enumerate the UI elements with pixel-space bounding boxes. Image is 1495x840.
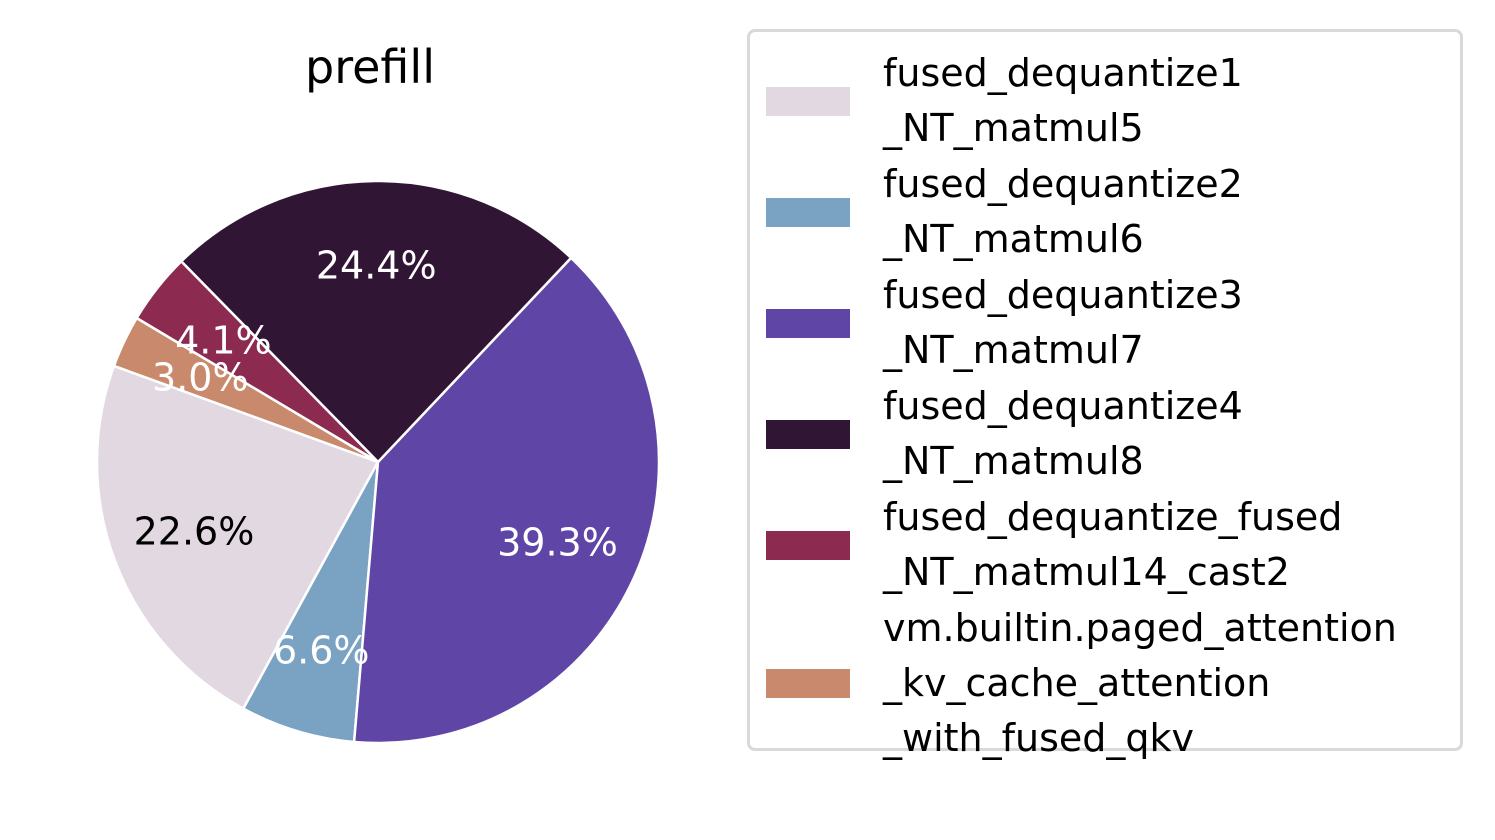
legend-swatch: [766, 669, 850, 698]
legend-entry-5: vm.builtin.paged_attention _kv_cache_att…: [750, 601, 1460, 766]
legend-swatch: [766, 308, 850, 338]
slice-percent-label-3: 24.4%: [316, 243, 437, 287]
pie-slices: [95, 179, 661, 745]
legend-label: fused_dequantize4 _NT_matmul8: [883, 384, 1243, 483]
legend-label: fused_dequantize1 _NT_matmul5: [883, 51, 1243, 150]
legend-label: fused_dequantize3 _NT_matmul7: [883, 273, 1243, 372]
legend: fused_dequantize1 _NT_matmul5 fused_dequa…: [747, 29, 1463, 760]
pie-slice-1: [242, 460, 380, 744]
legend-entry-4: fused_dequantize_fused _NT_matmul14_cast…: [750, 490, 1460, 600]
slice-percent-label-4: 4.1%: [175, 318, 272, 362]
legend-label: vm.builtin.paged_attention _kv_cache_att…: [883, 606, 1397, 760]
pie-slice-0: [95, 364, 380, 710]
legend-label: fused_dequantize2 _NT_matmul6: [883, 162, 1243, 261]
pie-labels: 22.6% 6.6% 39.3% 24.4% 4.1%3.0%: [134, 243, 618, 672]
legend-swatch: [766, 530, 850, 560]
legend-label: fused_dequantize_fused _NT_matmul14_cast…: [883, 495, 1343, 594]
slice-percent-label-1: 6.6%: [273, 628, 370, 672]
pie-slice-2: [352, 256, 661, 745]
legend-swatch: [766, 197, 850, 227]
slice-percent-label-5: 3.0%: [152, 356, 249, 400]
legend-entry-1: fused_dequantize2 _NT_matmul6: [750, 157, 1460, 267]
legend-entry-3: fused_dequantize4 _NT_matmul8: [750, 379, 1460, 489]
legend-swatch: [766, 419, 850, 449]
chart-title: prefill: [305, 40, 435, 94]
legend-swatch: [766, 86, 850, 116]
slice-percent-label-0: 22.6%: [134, 509, 255, 553]
legend-entry-2: fused_dequantize3 _NT_matmul7: [750, 268, 1460, 378]
pie-slice-5: [112, 316, 380, 464]
slice-percent-label-2: 39.3%: [497, 520, 618, 564]
legend-entry-0: fused_dequantize1 _NT_matmul5: [750, 46, 1460, 156]
pie-slice-3: [180, 179, 573, 464]
